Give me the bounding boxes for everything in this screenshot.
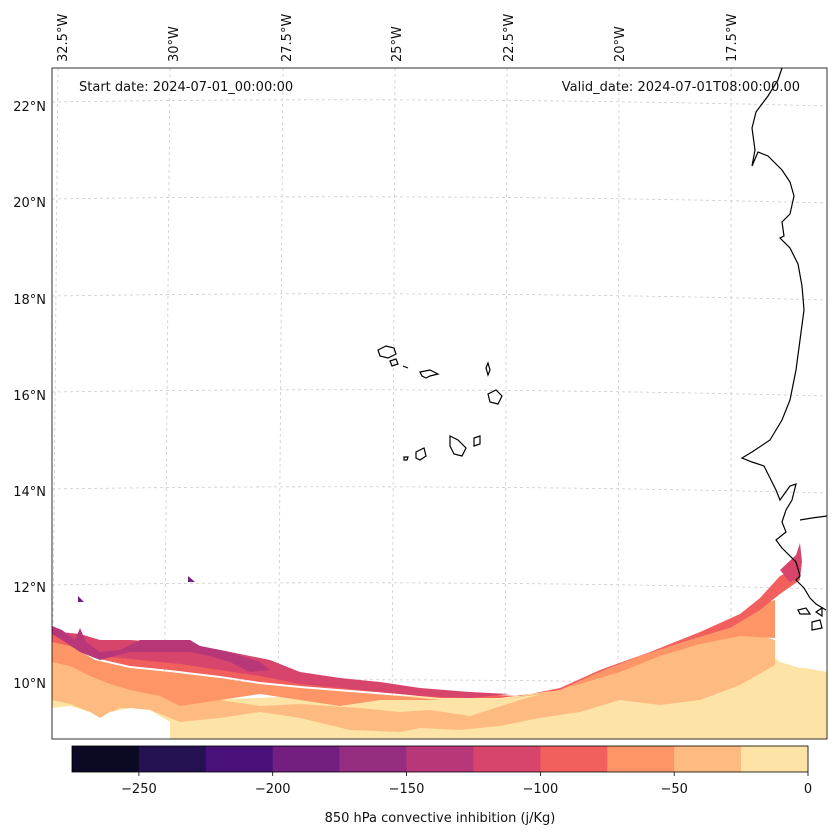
lon-label: 32.5°W [56,14,71,62]
start-date-annotation: Start date: 2024-07-01_00:00:00 [79,80,293,95]
colorbar-tick-label: −200 [255,782,291,797]
lat-label: 20°N [13,196,46,211]
colorbar-segment [205,746,274,772]
lat-label: 14°N [13,485,46,500]
island-maio [473,435,481,447]
lon-label: 22.5°W [502,14,517,62]
colorbar-segment [339,746,407,772]
colorbar-tick-label: −150 [389,782,425,797]
island-boa-vista [487,389,503,405]
island-santiago [449,435,467,457]
cin-contours [52,543,827,739]
lat-label: 12°N [13,581,46,596]
lat-label: 16°N [13,389,46,404]
africa-coastline [740,67,827,611]
colorbar: −250 −200 −150 −100 −50 0 850 hPa convec… [71,745,812,826]
lat-label: 10°N [13,677,46,692]
lon-label: 30°W [167,26,182,62]
map-background [52,68,827,739]
colorbar-tick-label: −50 [660,782,687,797]
coastlines [377,67,828,631]
cin-speck-2 [188,576,195,582]
africa-coast-ne [799,515,828,521]
lon-label: 20°W [613,26,628,62]
colorbar-tick-label: −100 [523,782,559,797]
colorbar-frame [71,745,809,773]
island-santo-antao [377,345,397,359]
map-frame [51,67,828,740]
colorbar-segment [406,746,474,772]
island-santa-luzia [402,365,409,369]
colorbar-ticks [138,772,809,776]
colorbar-segment [272,746,340,772]
island-sal [485,361,491,377]
colorbar-tick-label: −250 [121,782,157,797]
colorbar-segment [741,746,809,772]
island-fogo [415,447,427,461]
colorbar-segment [540,746,608,772]
island-brava [403,456,409,461]
contour-band-100-125-coast [780,543,802,582]
latitude-labels: 22°N 20°N 18°N 16°N 14°N 12°N 10°N [13,100,46,692]
colorbar-tick-label: 0 [804,782,812,797]
no-data-patch [52,706,170,739]
contour-band-25-50 [52,630,775,732]
colorbar-segment [72,746,140,772]
bijagos-islands [797,606,823,631]
lat-label: 18°N [13,293,46,308]
island-sao-vicente [389,358,399,367]
cin-speck-1 [78,596,84,602]
lon-label: 27.5°W [280,14,295,62]
lat-label: 22°N [13,100,46,115]
no-data-patch-east [775,630,805,668]
contour-band-125-150 [52,626,270,672]
contour-band-50-75 [52,600,775,706]
colorbar-segment [473,746,541,772]
colorbar-segment [607,746,675,772]
valid-date-annotation: Valid_date: 2024-07-01T08:00:00.00 [562,80,800,95]
lon-label: 25°W [390,26,405,62]
island-sao-nicolau [419,369,440,379]
colorbar-segments [72,746,809,772]
colorbar-segment [674,746,742,772]
lon-label: 17.5°W [725,14,740,62]
colorbar-segment [138,746,207,772]
longitude-labels: 32.5°W 30°W 27.5°W 25°W 22.5°W 20°W 17.5… [56,14,740,62]
colorbar-label: 850 hPa convective inhibition (j/Kg) [325,811,556,826]
